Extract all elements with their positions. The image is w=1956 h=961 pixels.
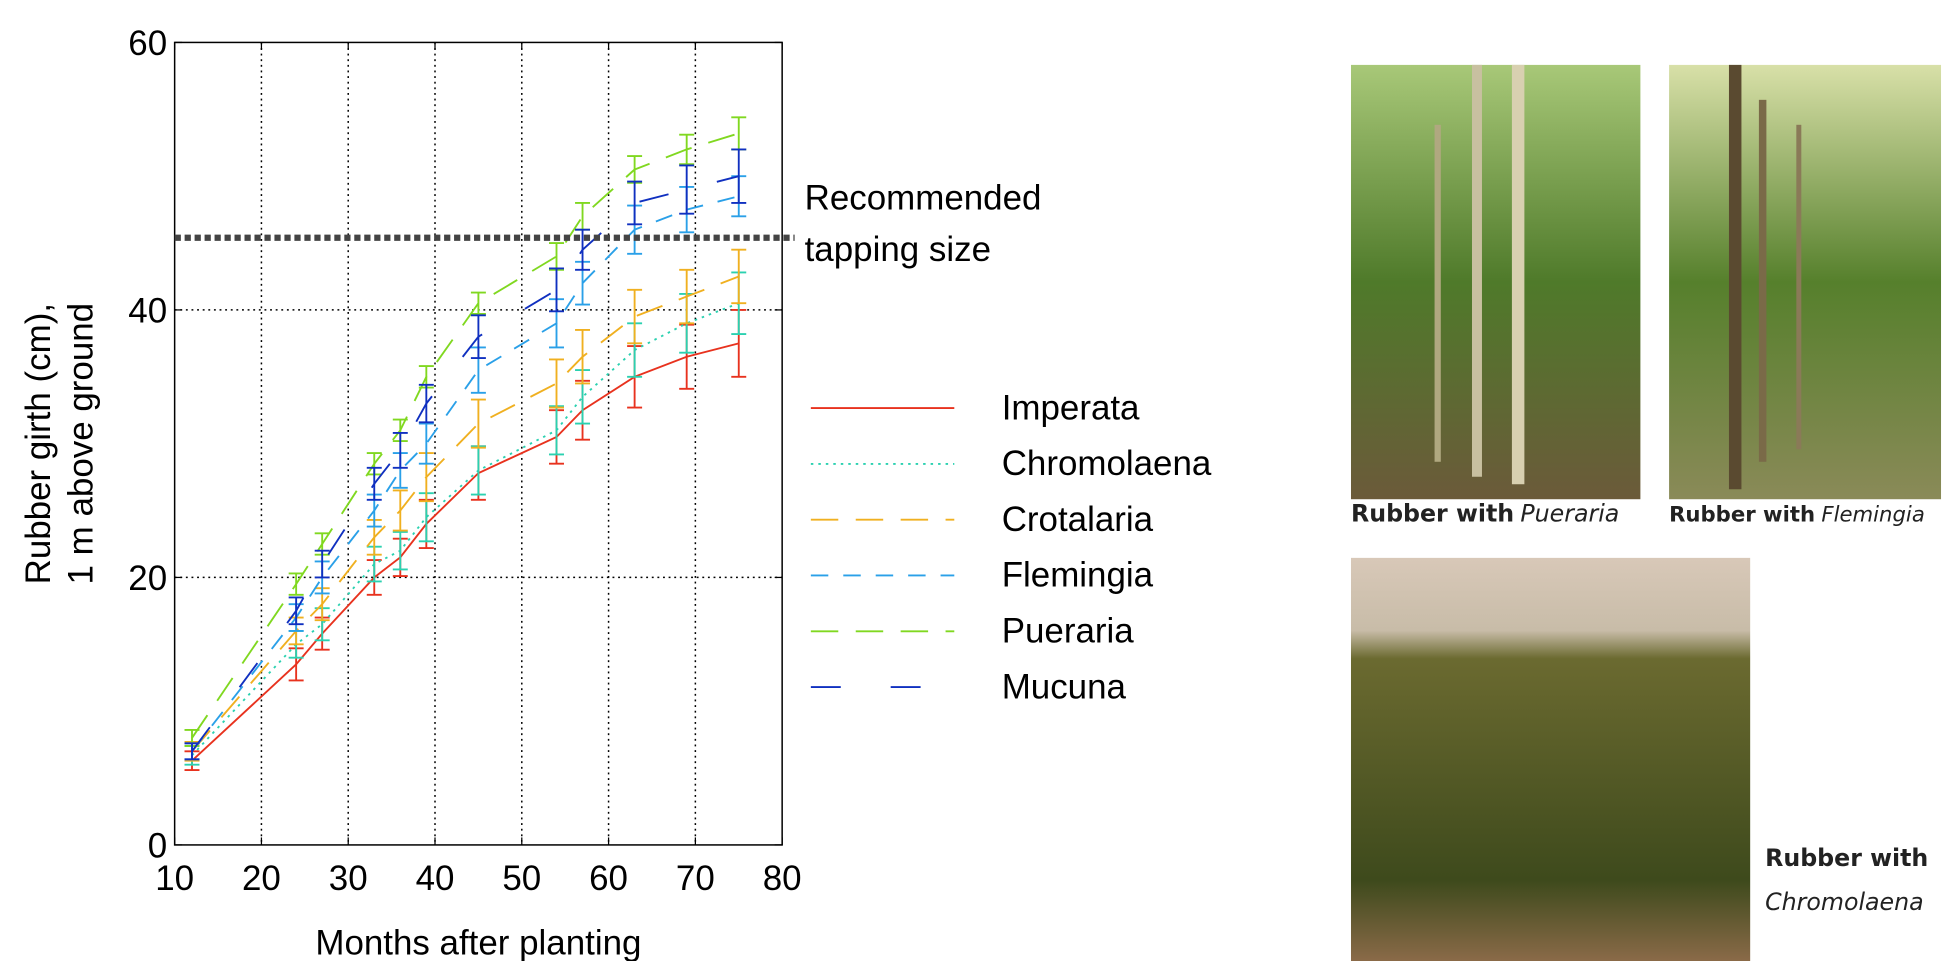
y-tick-label: 40 [128,291,167,330]
x-tick-label: 60 [589,859,628,898]
x-tick-label: 40 [416,859,455,898]
series-line [191,302,740,756]
photo-pueraria [1350,64,1641,500]
error-bar [392,531,408,571]
caption-species: Chromolaena [1765,888,1924,916]
series-line [191,275,740,752]
x-axis-label: Months after planting [315,924,641,961]
y-tick-label: 60 [128,24,167,63]
reference-label-box: Recommended tapping size [804,178,1042,269]
legend-label: Mucuna [1002,667,1127,706]
error-bar [470,291,486,315]
photo-flemingia [1669,64,1942,500]
x-tick-label: 70 [676,859,715,898]
legend-label: Crotalaria [1002,500,1154,539]
y-axis-label: Rubber girth (cm), [19,303,58,584]
y-tick-label: 0 [148,826,167,865]
error-bar [679,164,695,215]
x-tick-label: 10 [155,859,194,898]
reference-label: Recommended tapping size [804,178,1042,269]
legend-label: Chromolaena [1002,444,1212,483]
error-bar [549,358,564,409]
legend-label: Pueraria [1002,611,1135,650]
error-bar [731,248,747,305]
x-tick-label: 80 [763,859,802,898]
error-bar [418,383,434,424]
photo-chromolaena [1350,557,1751,961]
caption-species: Pueraria [1520,500,1619,528]
error-bar [627,288,643,345]
photo-caption: Rubber with Pueraria [1351,500,1619,528]
error-bar [288,572,304,596]
error-bar [392,489,408,532]
y-tick-label: 20 [128,559,167,598]
error-bar [288,596,304,626]
series-line [191,175,739,752]
series-line [191,342,739,762]
caption-text: Rubber with [1351,500,1514,528]
error-bar [184,742,200,761]
error-bar [549,242,564,271]
error-bar [731,148,747,204]
x-tick-label: 20 [242,859,281,898]
error-bar [679,268,695,325]
error-bar [731,116,747,151]
error-bar [679,133,695,166]
error-bar [470,398,486,449]
photo-caption: Rubber with Chromolaena [1765,844,1928,916]
error-bar [392,432,408,469]
error-bar [627,155,643,184]
caption-species: Flemingia [1821,503,1924,528]
error-bar [470,314,486,360]
x-tick-label: 30 [329,859,368,898]
error-bar [575,329,591,385]
error-bar [627,180,643,226]
error-bar [549,267,564,313]
photo-caption: Rubber with Flemingia [1669,503,1925,528]
caption-text: Rubber with [1765,844,1928,872]
series-line [191,195,739,752]
error-bar [314,549,330,579]
error-bar [366,466,382,501]
error-bar [418,422,434,465]
legend-label: Flemingia [1002,556,1154,595]
y-axis-label: 1 m above ground [61,303,100,585]
x-tick-label: 50 [502,859,541,898]
legend-label: Imperata [1002,388,1140,427]
error-bar [575,228,591,271]
plot-frame [173,41,783,846]
caption-text: Rubber with [1669,503,1815,528]
